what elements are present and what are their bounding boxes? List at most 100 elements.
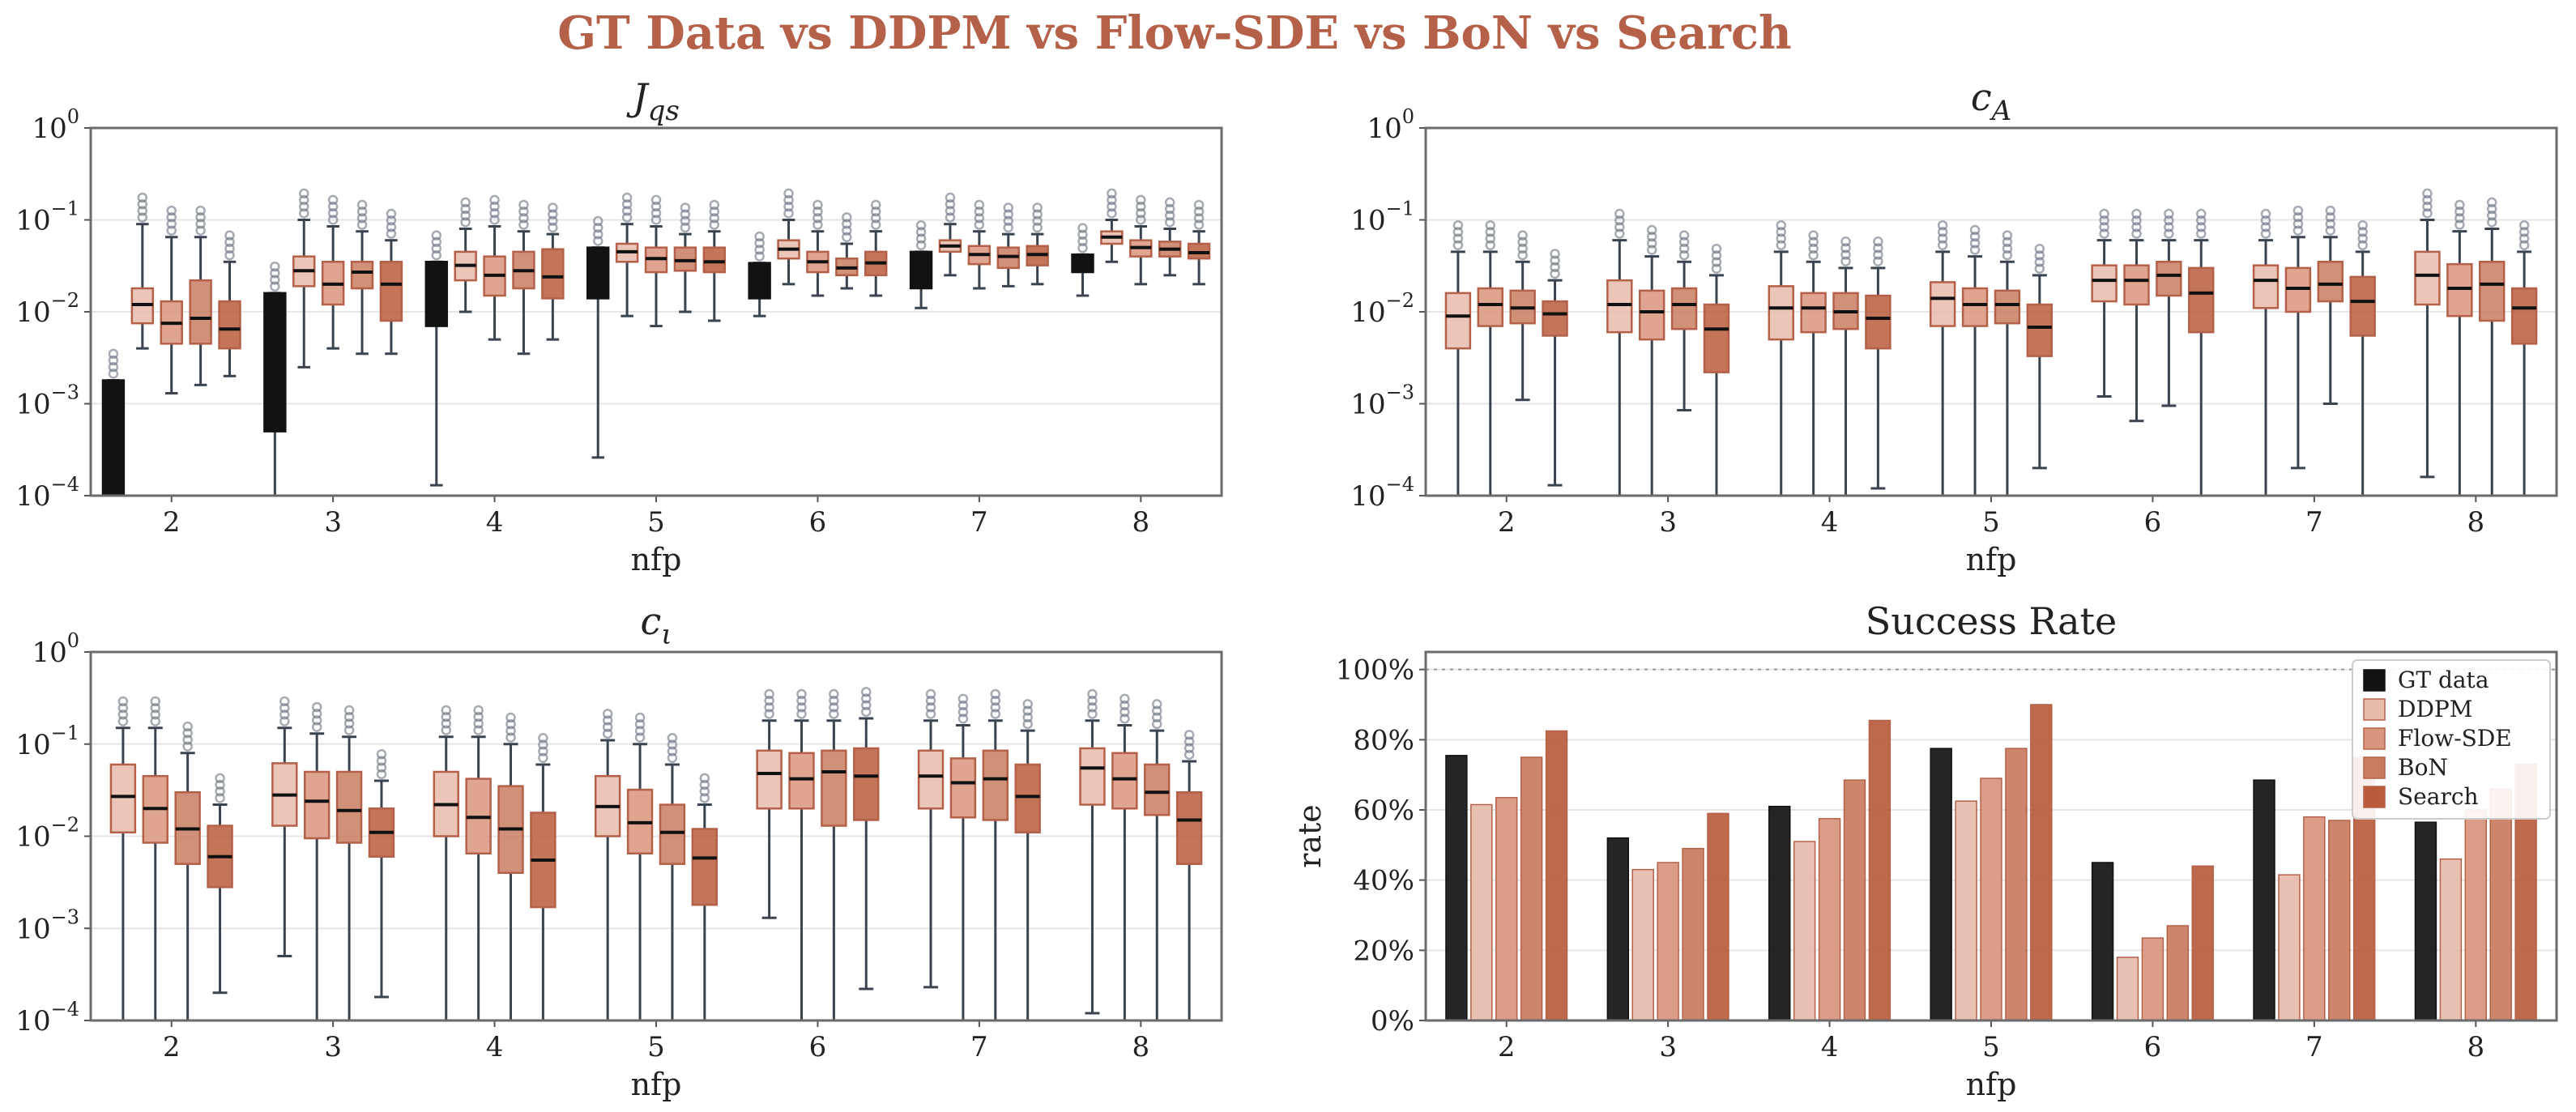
- box-bon: [350, 260, 374, 290]
- outlier-point: [754, 231, 765, 242]
- y-tick-label: 10−2: [15, 289, 79, 329]
- outlier-point: [150, 709, 161, 720]
- legend-swatch-flow_sde: [2363, 727, 2386, 750]
- outlier-point: [842, 225, 852, 236]
- box-gt: [586, 246, 610, 300]
- outlier-point: [634, 718, 646, 730]
- box-search: [691, 828, 719, 906]
- outlier-point: [602, 715, 613, 726]
- bar-flow_sde: [1980, 778, 2002, 1021]
- outlier-point: [489, 215, 500, 225]
- outlier-point: [108, 348, 119, 360]
- outlier-point: [1184, 743, 1195, 753]
- outlier-point: [327, 215, 339, 225]
- bar-bon: [1682, 847, 1704, 1021]
- legend-label: DDPM: [2398, 696, 2472, 722]
- outlier-point: [1151, 712, 1162, 723]
- outlier-point: [592, 236, 603, 246]
- y-tick-label: 10−2: [1350, 289, 1414, 329]
- x-tick-label: 3: [1659, 1031, 1677, 1063]
- outlier-point: [2196, 228, 2207, 239]
- outlier-point: [1136, 201, 1146, 212]
- x-tick-label: 3: [324, 506, 342, 539]
- outlier-point: [117, 716, 129, 726]
- outlier-point: [166, 219, 177, 229]
- y-tick-label: 10−4: [15, 998, 79, 1037]
- outlier-point: [1646, 245, 1657, 255]
- x-axis-label: nfp: [1966, 542, 2017, 577]
- outlier-point: [602, 722, 613, 732]
- outlier-point: [754, 237, 765, 249]
- outlier-point: [1646, 231, 1657, 242]
- outlier-point: [925, 709, 936, 719]
- axis-title: cA: [1971, 75, 2011, 127]
- outlier-point: [150, 716, 161, 726]
- outlier-point: [709, 199, 720, 211]
- outlier-point: [1087, 695, 1098, 706]
- outlier-point: [1077, 223, 1088, 233]
- outlier-point: [166, 225, 177, 236]
- outlier-point: [2357, 240, 2368, 250]
- bar-gt: [2253, 779, 2275, 1021]
- outlier-point: [650, 201, 662, 212]
- outlier-point: [1711, 257, 1722, 267]
- outlier-point: [2196, 222, 2207, 232]
- outlier-point: [796, 709, 807, 719]
- outlier-point: [195, 205, 206, 216]
- box-flow_sde: [1477, 287, 1503, 327]
- outlier-point: [1193, 206, 1205, 217]
- x-tick-label: 5: [647, 1031, 665, 1063]
- box-flow_sde: [303, 770, 331, 840]
- outlier-point: [945, 192, 956, 203]
- box-gt: [263, 292, 287, 432]
- bar-ddpm: [2439, 858, 2463, 1021]
- outlier-point: [2034, 250, 2045, 261]
- outlier-point: [1873, 243, 1883, 254]
- outlier-point: [1873, 256, 1883, 266]
- outlier-point: [2164, 222, 2174, 232]
- outlier-point: [1969, 231, 1981, 242]
- outlier-point: [431, 236, 442, 248]
- box-search: [541, 248, 565, 300]
- outlier-point: [974, 219, 985, 230]
- box-gt: [1071, 254, 1094, 274]
- outlier-point: [1022, 705, 1033, 716]
- outlier-point: [356, 199, 368, 211]
- outlier-point: [829, 702, 839, 713]
- outlier-point: [1003, 209, 1014, 219]
- outlier-point: [2325, 205, 2336, 216]
- outlier-point: [783, 188, 794, 199]
- outlier-point: [2002, 249, 2013, 261]
- outlier-point: [842, 219, 852, 229]
- box-search: [1703, 303, 1730, 373]
- box-search: [2349, 275, 2376, 337]
- outlier-point: [861, 693, 872, 704]
- outlier-point: [460, 203, 471, 215]
- outlier-point: [1873, 249, 1883, 260]
- outlier-point: [1164, 217, 1175, 228]
- plot-frame: [1424, 650, 2558, 1022]
- bar-ddpm: [2116, 956, 2139, 1021]
- outlier-point: [1550, 249, 1560, 259]
- outlier-point: [386, 222, 397, 232]
- outlier-point: [1840, 249, 1851, 260]
- outlier-point: [279, 716, 290, 726]
- outlier-point: [150, 702, 161, 714]
- outlier-point: [2131, 228, 2142, 239]
- outlier-point: [1003, 202, 1014, 213]
- outlier-point: [489, 201, 500, 212]
- outlier-point: [945, 198, 956, 210]
- box-bon: [982, 749, 1009, 821]
- outlier-point: [796, 702, 807, 713]
- outlier-point: [1032, 222, 1043, 233]
- outlier-point: [1107, 208, 1117, 219]
- x-tick-label: 6: [809, 1031, 827, 1063]
- outlier-point: [764, 702, 774, 713]
- outlier-point: [376, 749, 387, 760]
- outlier-point: [279, 696, 290, 707]
- outlier-point: [1969, 224, 1981, 236]
- outlier-point: [298, 194, 309, 206]
- outlier-point: [343, 705, 355, 716]
- outlier-point: [1776, 219, 1786, 231]
- outlier-point: [298, 201, 309, 212]
